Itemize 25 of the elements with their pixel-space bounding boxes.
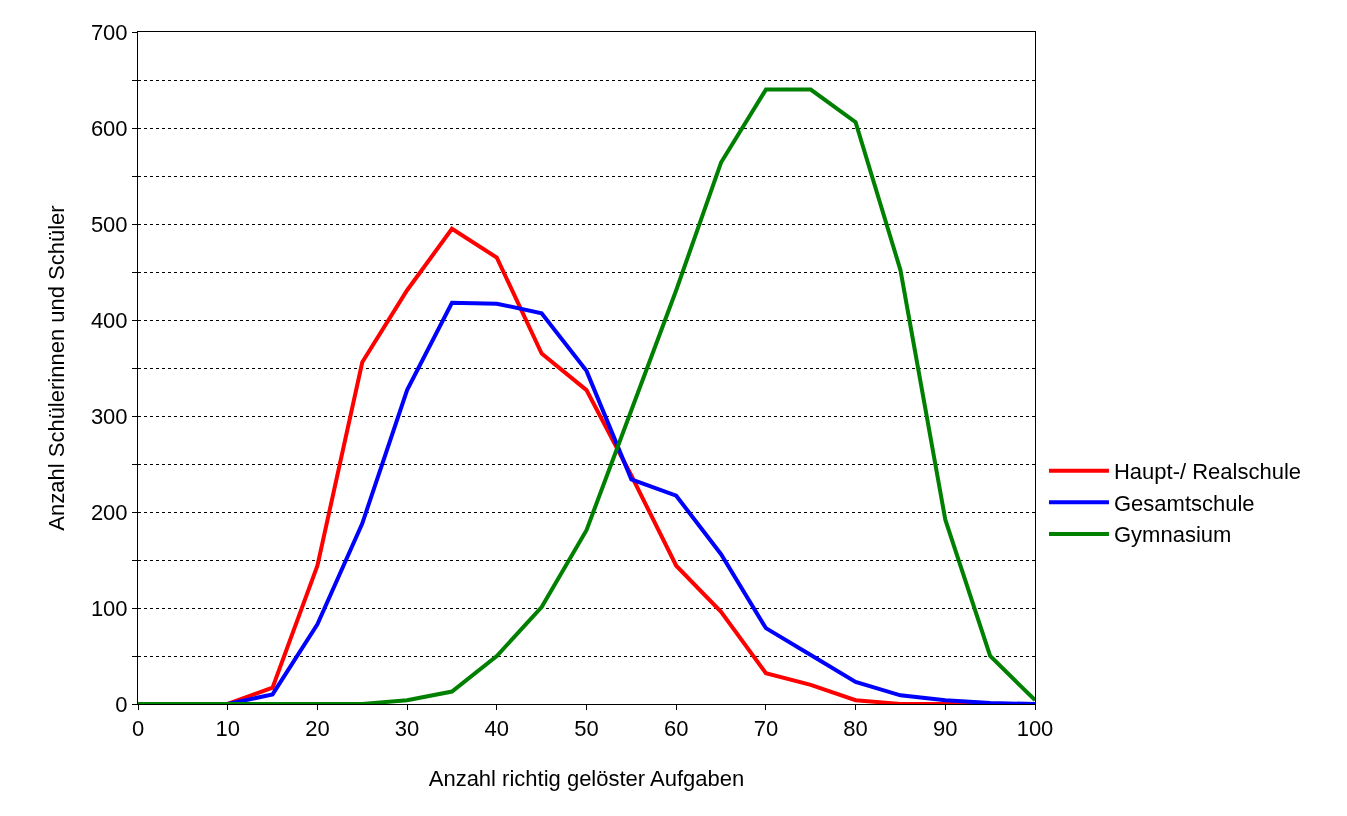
y-tick-label: 0 [115, 691, 128, 717]
x-tick-label: 70 [753, 716, 779, 742]
x-tick-label: 60 [663, 716, 689, 742]
legend-label: Gesamtschule [1113, 490, 1255, 516]
line-series [138, 87, 1035, 704]
x-tick-label: 50 [574, 716, 599, 742]
y-tick-label: 200 [90, 499, 128, 525]
y-tick-label: 400 [90, 307, 128, 333]
x-tick-label: 10 [215, 716, 240, 742]
y-axis-title: Anzahl Schülerinnen und Schüler [43, 205, 69, 531]
x-tick-label: 100 [1016, 716, 1054, 742]
x-tick-label: 0 [131, 716, 145, 742]
y-tick-label: 500 [90, 211, 128, 237]
x-tick-label: 30 [394, 716, 420, 742]
x-axis-title: Anzahl richtig gelöster Aufgaben [428, 766, 745, 792]
legend-label: Haupt-/ Realschule [1113, 459, 1302, 485]
y-tick-label: 700 [90, 19, 128, 45]
x-tick-label: 90 [933, 716, 958, 742]
x-tick-label: 20 [305, 716, 330, 742]
x-tick-label: 80 [843, 716, 868, 742]
x-tick-label: 40 [484, 716, 510, 742]
y-tick-label: 100 [90, 595, 128, 621]
legend-label: Gymnasium [1113, 522, 1232, 548]
y-tick-label: 600 [90, 115, 128, 141]
y-tick-label: 300 [90, 403, 128, 429]
